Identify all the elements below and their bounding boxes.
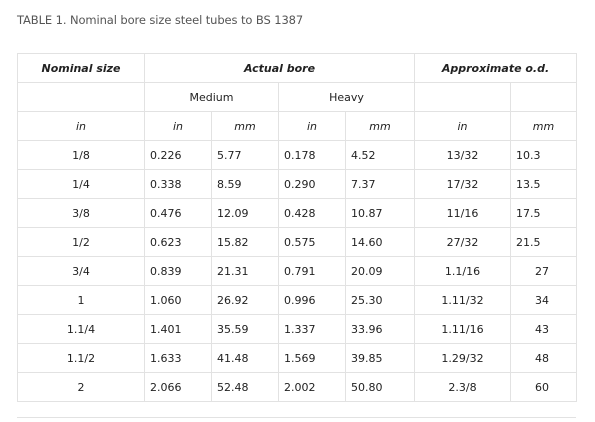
table-cell: 2.066 (144, 372, 212, 402)
table-cell: 1.337 (278, 314, 346, 344)
table-row: 1 1.060 26.92 0.996 25.30 1.11/32 34 (17, 285, 577, 315)
table-cell: 25.30 (345, 285, 415, 315)
table-cell: 1.569 (278, 343, 346, 373)
table-cell: 1/4 (17, 169, 145, 199)
table-cell: 1/2 (17, 227, 145, 257)
table-row: 3/8 0.476 12.09 0.428 10.87 11/16 17.5 (17, 198, 577, 228)
table-cell: 52.48 (211, 372, 279, 402)
unit-cell: in (144, 111, 212, 141)
table-cell: 48 (510, 343, 577, 373)
table-cell: 39.85 (345, 343, 415, 373)
table-row: 1/8 0.226 5.77 0.178 4.52 13/32 10.3 (17, 140, 577, 170)
table-cell: 60 (510, 372, 577, 402)
header-empty-cell (414, 82, 511, 112)
table-cell: 26.92 (211, 285, 279, 315)
table-cell: 43 (510, 314, 577, 344)
table-cell: 1.1/4 (17, 314, 145, 344)
table-caption: TABLE 1. Nominal bore size steel tubes t… (17, 13, 304, 27)
table-cell: 1.060 (144, 285, 212, 315)
table-cell: 1/8 (17, 140, 145, 170)
table-cell: 10.87 (345, 198, 415, 228)
table-cell: 2 (17, 372, 145, 402)
table-cell: 1.1/2 (17, 343, 145, 373)
footer-divider (17, 417, 576, 418)
unit-cell: mm (510, 111, 577, 141)
table-cell: 13/32 (414, 140, 511, 170)
header-row-2: Medium Heavy (17, 82, 577, 112)
table-cell: 33.96 (345, 314, 415, 344)
tube-size-table: Nominal size Actual bore Approximate o.d… (17, 53, 577, 402)
table-cell: 4.52 (345, 140, 415, 170)
table-cell: 1.11/32 (414, 285, 511, 315)
table-cell: 5.77 (211, 140, 279, 170)
table-row: 1.1/2 1.633 41.48 1.569 39.85 1.29/32 48 (17, 343, 577, 373)
header-nominal-size: Nominal size (17, 53, 145, 83)
table-cell: 1.1/16 (414, 256, 511, 286)
table-cell: 17/32 (414, 169, 511, 199)
table-cell: 1 (17, 285, 145, 315)
table-cell: 0.290 (278, 169, 346, 199)
header-heavy: Heavy (278, 82, 415, 112)
table-cell: 8.59 (211, 169, 279, 199)
table-cell: 1.633 (144, 343, 212, 373)
table-cell: 0.428 (278, 198, 346, 228)
table-cell: 3/4 (17, 256, 145, 286)
table-cell: 27 (510, 256, 577, 286)
table-cell: 0.178 (278, 140, 346, 170)
header-approx-od: Approximate o.d. (414, 53, 577, 83)
table-cell: 21.31 (211, 256, 279, 286)
header-row-1: Nominal size Actual bore Approximate o.d… (17, 53, 577, 83)
table-cell: 21.5 (510, 227, 577, 257)
table-cell: 3/8 (17, 198, 145, 228)
table-cell: 0.623 (144, 227, 212, 257)
header-empty-cell (510, 82, 577, 112)
unit-cell: mm (345, 111, 415, 141)
table-cell: 2.002 (278, 372, 346, 402)
table-cell: 11/16 (414, 198, 511, 228)
header-empty-cell (17, 82, 145, 112)
unit-cell: in (278, 111, 346, 141)
unit-cell: in (17, 111, 145, 141)
table-row: 1.1/4 1.401 35.59 1.337 33.96 1.11/16 43 (17, 314, 577, 344)
table-cell: 20.09 (345, 256, 415, 286)
table-cell: 10.3 (510, 140, 577, 170)
table-cell: 1.401 (144, 314, 212, 344)
table-cell: 15.82 (211, 227, 279, 257)
table-cell: 7.37 (345, 169, 415, 199)
table-cell: 13.5 (510, 169, 577, 199)
table-cell: 14.60 (345, 227, 415, 257)
table-cell: 0.575 (278, 227, 346, 257)
table-cell: 35.59 (211, 314, 279, 344)
units-row: in in mm in mm in mm (17, 111, 577, 141)
table-cell: 41.48 (211, 343, 279, 373)
table-cell: 0.476 (144, 198, 212, 228)
header-actual-bore: Actual bore (144, 53, 415, 83)
unit-cell: mm (211, 111, 279, 141)
table-cell: 34 (510, 285, 577, 315)
table-row: 2 2.066 52.48 2.002 50.80 2.3/8 60 (17, 372, 577, 402)
table-cell: 0.996 (278, 285, 346, 315)
table-cell: 0.791 (278, 256, 346, 286)
header-medium: Medium (144, 82, 279, 112)
table-row: 3/4 0.839 21.31 0.791 20.09 1.1/16 27 (17, 256, 577, 286)
table-cell: 1.29/32 (414, 343, 511, 373)
table-cell: 27/32 (414, 227, 511, 257)
table-row: 1/2 0.623 15.82 0.575 14.60 27/32 21.5 (17, 227, 577, 257)
table-cell: 17.5 (510, 198, 577, 228)
table-cell: 0.839 (144, 256, 212, 286)
table-row: 1/4 0.338 8.59 0.290 7.37 17/32 13.5 (17, 169, 577, 199)
table-cell: 0.226 (144, 140, 212, 170)
table-cell: 50.80 (345, 372, 415, 402)
table-cell: 2.3/8 (414, 372, 511, 402)
table-cell: 12.09 (211, 198, 279, 228)
table-cell: 0.338 (144, 169, 212, 199)
table-cell: 1.11/16 (414, 314, 511, 344)
unit-cell: in (414, 111, 511, 141)
